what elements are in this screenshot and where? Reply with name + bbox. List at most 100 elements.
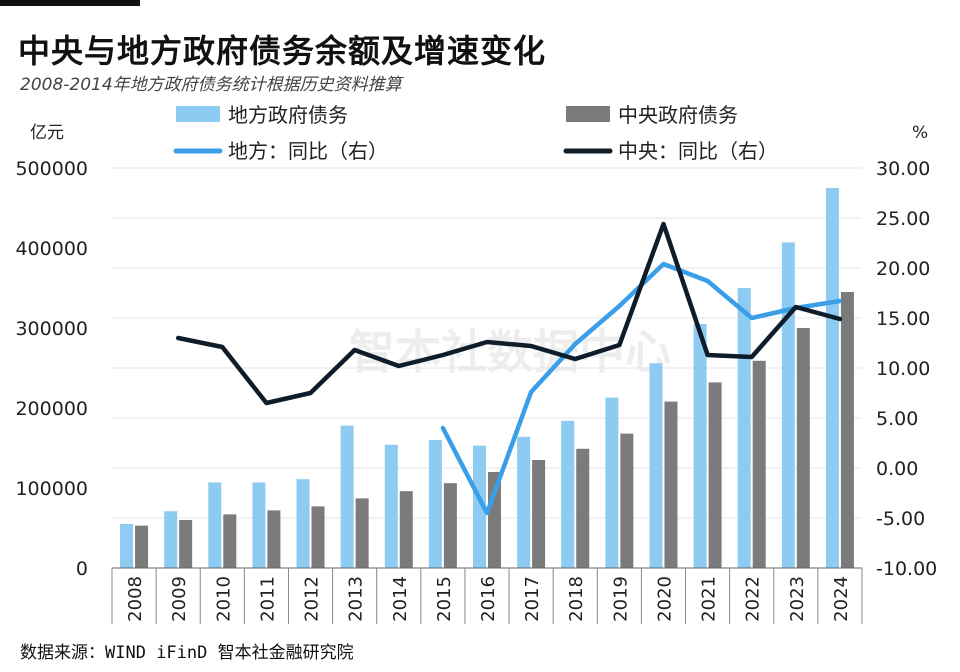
bar-local-debt [693,324,707,568]
bar-local-debt [120,524,134,568]
bar-central-debt [267,510,281,568]
bar-local-debt [561,420,575,568]
point-central-yoy [176,336,180,340]
point-central-yoy [309,391,313,395]
point-central-yoy [794,305,798,309]
bar-central-debt [223,514,237,568]
x-tick-label: 2008 [125,576,146,622]
legend-label: 中央：同比（右） [618,139,778,163]
legend-label: 地方政府债务 [228,103,348,127]
y-right-tick-label: 25.00 [876,208,930,230]
point-local-yoy [441,426,445,430]
watermark: 智本社数据中心 [349,325,671,379]
bar-central-debt [576,448,590,568]
line-local-yoy [440,261,843,516]
legend-label: 中央政府债务 [618,103,738,127]
x-tick-label: 2021 [699,576,720,622]
bar-central-debt [532,460,546,568]
bar-central-debt [399,491,413,568]
y-right-tick-label: -10.00 [876,558,937,580]
bar-local-debt [605,397,619,568]
x-tick-label: 2012 [302,576,323,622]
chart-title: 中央与地方政府债务余额及增速变化 [18,32,547,70]
bar-local-debt [296,479,310,568]
bar-local-debt [649,363,663,568]
bar-local-debt [473,445,486,568]
y-left-tick-label: 200000 [15,398,88,420]
x-tick-label: 2016 [478,576,499,622]
x-tick-label: 2011 [257,576,278,622]
y-left-tick-label: 500000 [15,158,88,180]
x-tick-label: 2020 [654,576,675,622]
x-tick-label: 2017 [522,576,543,622]
point-local-yoy [573,342,577,346]
bar-local-debt [164,511,178,568]
point-central-yoy [573,357,577,361]
bar-central-debt [355,498,369,568]
x-tick-label: 2024 [831,576,852,622]
x-tick-label: 2019 [610,576,631,622]
y-right-tick-label: 0.00 [876,458,918,480]
point-central-yoy [220,345,224,349]
point-central-yoy [485,340,489,344]
bar-central-debt [135,525,149,568]
point-local-yoy [706,279,710,283]
point-central-yoy [397,364,401,368]
point-local-yoy [485,511,489,515]
chart-subtitle: 2008-2014年地方政府债务统计根据历史资料推算 [20,75,402,95]
point-central-yoy [750,355,754,359]
y-right-tick-label: 30.00 [876,158,930,180]
point-central-yoy [838,317,842,321]
bar-central-debt [620,433,634,568]
point-local-yoy [617,304,621,308]
bar-local-debt [517,436,531,568]
legend-swatch-local-debt [176,106,220,122]
bar-central-debt [708,382,722,568]
y-right-tick-label: -5.00 [876,508,925,530]
point-central-yoy [529,344,533,348]
bar-local-debt [781,242,795,568]
x-tick-label: 2018 [566,576,587,622]
bar-local-debt [384,444,398,568]
y-left-unit: 亿元 [30,123,64,143]
bar-central-debt [840,292,854,568]
bar-local-debt [208,482,222,568]
line-layer [175,221,843,516]
bar-local-debt [428,440,442,568]
point-local-yoy [529,390,533,394]
x-tick-label: 2022 [743,576,764,622]
x-tick-label: 2009 [169,576,190,622]
point-local-yoy [661,262,665,266]
x-tick-label: 2014 [390,576,411,622]
point-local-yoy [838,299,842,303]
legend-label: 地方：同比（右） [228,139,388,163]
legend-swatch-central-debt [566,106,610,122]
x-tick-label: 2013 [346,576,367,622]
bar-central-debt [664,401,678,568]
bar-local-debt [252,482,266,568]
y-left-tick-label: 400000 [15,238,88,260]
x-tick-label: 2010 [213,576,234,622]
y-right-tick-label: 20.00 [876,258,930,280]
y-left-tick-label: 0 [76,558,88,580]
y-left-tick-label: 100000 [15,478,88,500]
line-central-yoy [175,221,843,406]
bar-local-debt [825,188,839,568]
bar-central-debt [443,483,457,568]
y-right-tick-label: 5.00 [876,408,918,430]
point-central-yoy [441,353,445,357]
y-right-unit: % [912,123,928,143]
top-accent-bar [0,0,140,6]
point-central-yoy [706,353,710,357]
y-left-tick-label: 300000 [15,318,88,340]
y-right-tick-label: 10.00 [876,358,930,380]
bar-central-debt [752,360,766,568]
point-local-yoy [750,316,754,320]
bar-central-debt [311,506,325,568]
bar-local-debt [737,288,751,568]
bar-central-debt [179,520,193,568]
x-tick-label: 2023 [787,576,808,622]
point-central-yoy [264,401,268,405]
